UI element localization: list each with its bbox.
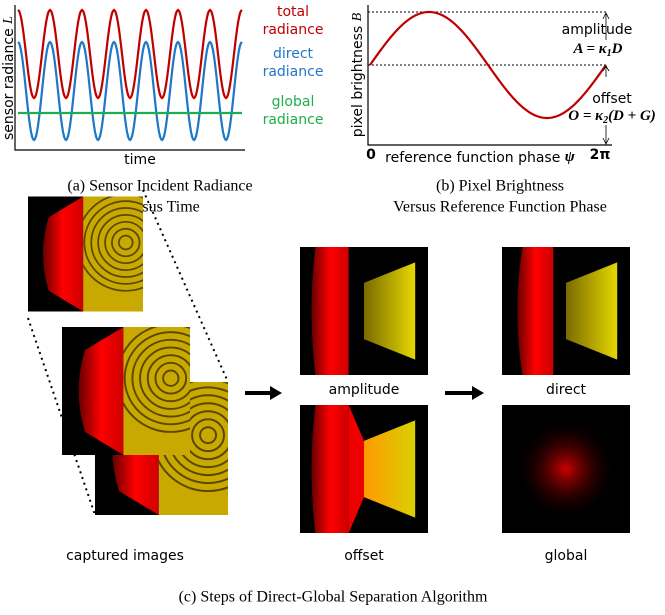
caption: (c) Steps of Direct-Global Separation Al… [179,589,488,606]
arrow-head [270,386,282,400]
amplitude-image [300,247,428,375]
caption: (b) Pixel Brightness [436,178,564,195]
x-end: 2π [590,147,611,163]
label: offset [344,548,384,564]
y-label: pixel brightness B [350,12,366,137]
panel-b: pixel brightness B 0 reference function … [350,5,656,216]
offset-image [300,405,428,533]
formula-part: D [611,41,623,57]
label: amplitude [329,382,400,398]
panel-a: sensor radiance L time total radiance di… [1,4,323,216]
series-label: direct [273,46,314,62]
axes [15,5,245,150]
y-symbol: L [1,16,16,25]
caption: Versus Reference Function Phase [393,199,607,216]
x-label: time [124,152,156,168]
x-label-text: reference function phase [385,150,560,166]
panel-c: captured images amplitude offset direct … [28,190,630,606]
figure: sensor radiance L time total radiance di… [0,0,665,615]
series-label: radiance [263,22,324,38]
amplitude-formula: A = κ1D [572,41,622,59]
series-label: radiance [263,64,324,80]
y-label: sensor radiance L [1,16,17,140]
series-label: global [272,94,315,110]
formula-part: O = κ [568,108,604,124]
offset-label: offset [592,91,632,107]
series-label: radiance [263,112,324,128]
direct-image [502,247,630,375]
caption: (a) Sensor Incident Radiance [67,178,252,195]
captured-image [28,197,143,312]
label: direct [546,382,587,398]
direct-curve [18,42,242,140]
formula-part: (D + G) [608,108,656,124]
x-start: 0 [366,147,376,163]
arrow-head [472,386,484,400]
x-label: reference function phase ψ [385,149,576,166]
amplitude-label: amplitude [562,22,633,38]
series-label: total [277,4,309,20]
x-symbol: ψ [565,149,576,165]
y-label-text: pixel brightness [350,26,366,137]
offset-formula: O = κ2(D + G) [568,108,656,126]
label: captured images [66,548,184,564]
formula-part: A = κ [572,41,607,57]
total-curve [18,10,242,98]
global-image [502,405,630,533]
label: global [545,548,588,564]
y-symbol: B [350,12,365,21]
captured-image [62,327,190,455]
y-label-text: sensor radiance [1,28,17,140]
